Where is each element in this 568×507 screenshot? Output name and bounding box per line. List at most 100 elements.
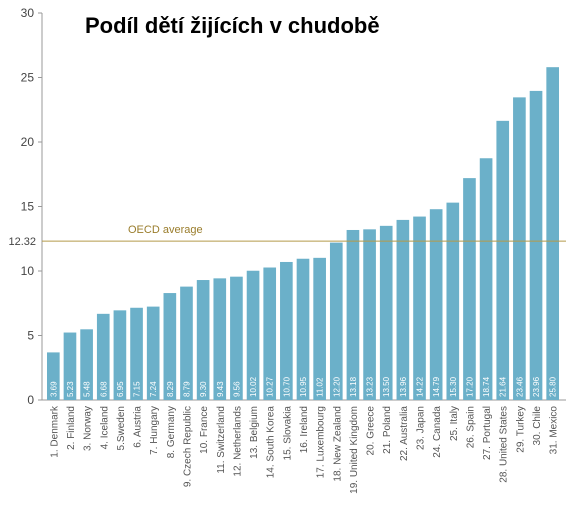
x-category-label: 8. Germany [166, 406, 177, 458]
x-category-label: 13. Belgium [249, 406, 260, 459]
bars: 3.69 5.23 5.48 6.68 6.95 7.15 7.24 8.29 8.79 9.30… [46, 67, 560, 401]
x-category-label: 14. South Korea [266, 406, 277, 479]
x-category-label: 30. Chile [532, 406, 543, 446]
bar-value-label: 5.23 [66, 381, 75, 397]
x-category-label: 31. Mexico [549, 406, 560, 455]
bar [329, 242, 343, 400]
bar-value-label: 25.80 [549, 376, 558, 397]
average-line-group: 12.32 OECD average [8, 224, 566, 248]
bar-value-label: 7.24 [149, 381, 158, 397]
bar [46, 352, 60, 400]
x-category-label: 16. Ireland [299, 406, 310, 453]
x-category-label: 28. United States [499, 406, 510, 483]
x-category-label: 24. Canada [432, 406, 443, 458]
bar [113, 310, 127, 400]
bar [379, 225, 393, 400]
bar-value-label: 10.02 [249, 376, 258, 397]
bar-value-label: 10.95 [299, 376, 308, 397]
bar [280, 261, 293, 400]
x-category-label: 18. New Zealand [332, 406, 343, 482]
bar [546, 67, 560, 401]
bar [529, 90, 543, 400]
bar [230, 276, 243, 400]
x-category-label: 2. Finland [66, 406, 77, 450]
x-category-label: 7. Hungary [149, 406, 160, 455]
bar-value-label: 13.18 [349, 376, 358, 397]
bar [496, 120, 510, 401]
x-category-label: 21. Poland [382, 406, 393, 454]
y-tick-label: 30 [21, 6, 35, 20]
bar [96, 313, 110, 400]
bar [180, 286, 193, 400]
x-category-label: 1. Denmark [49, 405, 60, 458]
bar [446, 202, 460, 400]
bar [263, 267, 277, 400]
bar-value-label: 13.23 [366, 376, 375, 397]
bar-value-label: 13.96 [399, 376, 408, 397]
bar [130, 307, 143, 400]
bar [163, 293, 177, 400]
y-tick-label: 15 [21, 200, 35, 214]
x-category-label: 19. United Kingdom [349, 406, 360, 494]
bar-value-label: 8.79 [182, 381, 191, 397]
x-category-label: 27. Portugal [482, 406, 493, 460]
bar-value-label: 15.30 [449, 376, 458, 397]
bar [479, 158, 493, 400]
bar [396, 219, 410, 400]
bar [413, 216, 426, 400]
bar [463, 178, 476, 400]
bar-value-label: 10.70 [282, 376, 291, 397]
x-category-label: 23. Japan [416, 406, 427, 450]
x-category-label: 22. Australia [399, 406, 410, 461]
average-line-label: OECD average [128, 224, 203, 236]
bar-value-label: 23.96 [532, 376, 541, 397]
bar-value-label: 21.64 [499, 376, 508, 397]
x-category-label: 20. Greece [366, 406, 377, 456]
y-tick-label: 10 [21, 264, 35, 278]
bar-value-label: 23.46 [515, 376, 524, 397]
x-category-label: 29. Turkey [515, 406, 526, 453]
y-tick-label: 25 [21, 71, 35, 85]
bar-value-label: 9.43 [216, 381, 225, 397]
bar-value-label: 6.95 [116, 381, 125, 397]
bar [429, 209, 443, 400]
bar [196, 280, 210, 400]
axes: 0 5 10 15 20 25 30 [21, 6, 566, 407]
bar-value-label: 9.30 [199, 381, 208, 397]
bar-value-label: 17.20 [465, 376, 474, 397]
x-category-label: 12. Netherlands [232, 406, 243, 477]
bar [80, 329, 93, 400]
y-tick-label: 0 [27, 393, 34, 407]
x-category-label: 5.Sweden [116, 406, 127, 450]
bar-value-label: 14.79 [432, 376, 441, 397]
bar-value-label: 7.15 [133, 381, 142, 397]
bar [363, 229, 376, 400]
x-category-label: 26. Spain [465, 406, 476, 448]
bar [146, 306, 160, 400]
bar-value-label: 18.74 [482, 376, 491, 397]
bar-value-label: 12.20 [332, 376, 341, 397]
x-category-label: 11. Switzerland [216, 406, 227, 474]
bar-value-label: 8.29 [166, 381, 175, 397]
bar-value-label: 3.69 [49, 381, 58, 397]
bar [246, 270, 260, 400]
bar-value-label: 10.27 [266, 376, 275, 397]
x-category-label: 9. Czech Republic [182, 406, 193, 487]
x-category-label: 6. Austria [133, 406, 144, 448]
x-category-label: 3. Norway [83, 406, 94, 451]
bar-value-label: 13.50 [382, 376, 391, 397]
bar-value-label: 11.02 [316, 377, 325, 397]
x-category-label: 17. Luxembourg [316, 406, 327, 478]
chart-title: Podíl dětí žijících v chudobě [85, 13, 380, 38]
x-category-label: 25. Italy [449, 406, 460, 441]
bar [213, 278, 227, 400]
x-category-label: 15. Slovakia [282, 406, 293, 461]
bar [346, 229, 360, 400]
x-category-label: 4. Iceland [99, 406, 110, 449]
x-axis-labels: 1. Denmark 2. Finland 3. Norway 4. Iceland 5… [49, 405, 559, 494]
bar-value-label: 9.56 [232, 381, 241, 397]
average-tick-label: 12.32 [8, 236, 36, 248]
bar [313, 257, 326, 400]
y-tick-label: 20 [21, 135, 35, 149]
